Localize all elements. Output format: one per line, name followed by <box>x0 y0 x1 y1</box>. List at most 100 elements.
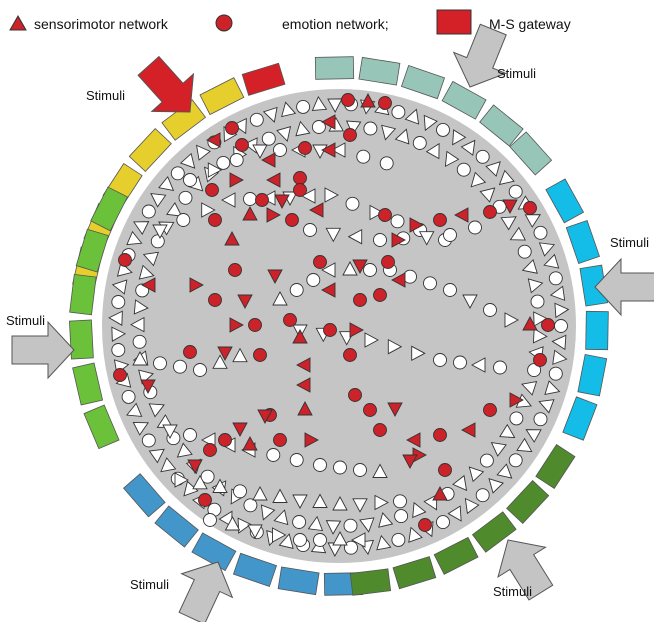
white-triangle-node <box>262 106 278 123</box>
white-circle-node <box>141 433 156 448</box>
white-triangle-node <box>183 480 199 497</box>
white-triangle-node <box>212 478 228 493</box>
green-rim-block <box>83 404 120 450</box>
white-triangle-node <box>364 332 379 348</box>
white-circle-node <box>243 498 258 513</box>
red-circle-node <box>283 313 297 327</box>
white-circle-node <box>183 173 197 187</box>
red-circle-node <box>118 253 132 267</box>
red-circle-node <box>541 318 555 332</box>
white-triangle-node <box>412 501 427 519</box>
white-triangle-node <box>504 312 519 328</box>
white-circle-node <box>453 355 467 370</box>
white-circle-node <box>273 143 287 157</box>
red-triangle-node <box>321 114 336 130</box>
white-circle-node <box>554 319 568 333</box>
white-triangle-node <box>148 448 165 464</box>
cyan-rim-block <box>545 178 585 224</box>
white-circle-node <box>393 494 407 509</box>
white-circle-node <box>293 533 307 547</box>
white-triangle-node <box>162 424 178 439</box>
white-circle-node <box>443 283 457 297</box>
white-circle-node <box>173 359 187 374</box>
white-triangle-node <box>311 95 328 112</box>
red-circle-node <box>113 368 127 382</box>
stimuli-arrow-bottom-right <box>497 539 554 601</box>
white-triangle-node <box>201 202 216 218</box>
red-circle-node <box>483 403 497 417</box>
stimuli-arrow-bottom-left <box>178 561 234 622</box>
red-circle-node <box>298 141 312 155</box>
red-circle-node <box>483 205 497 219</box>
white-triangle-node <box>381 124 397 141</box>
white-circle-node <box>548 366 563 381</box>
red-triangle-node <box>296 377 311 393</box>
stimuli-arrow-left <box>11 320 75 380</box>
white-circle-node <box>363 263 377 277</box>
white-triangle-node <box>498 169 515 186</box>
white-circle-node <box>475 149 490 164</box>
white-triangle-node <box>527 278 544 294</box>
white-triangle-node <box>272 291 288 306</box>
red-triangle-node <box>509 392 524 408</box>
white-circle-node <box>150 234 165 249</box>
white-triangle-node <box>260 504 276 521</box>
white-triangle-node <box>521 381 538 396</box>
white-triangle-node <box>221 192 236 208</box>
legend-gateway-icon <box>436 9 472 35</box>
white-triangle-node <box>462 294 478 309</box>
white-triangle-node <box>544 380 561 396</box>
stimuli-arrows <box>11 23 654 622</box>
yellow-rim-block <box>128 128 172 172</box>
white-circle-node <box>379 156 394 171</box>
red-circle-node <box>323 323 337 337</box>
white-triangle-node <box>281 101 297 118</box>
red-circle-node <box>533 353 547 367</box>
white-circle-node <box>436 122 450 137</box>
white-triangle-node <box>524 214 542 228</box>
white-triangle-node <box>325 520 342 535</box>
white-triangle-node <box>554 302 570 319</box>
red-circle-node <box>228 263 242 277</box>
white-triangle-node <box>369 204 384 221</box>
white-circle-node <box>394 509 409 524</box>
cyan-rim-block <box>577 353 608 397</box>
white-triangle-node <box>345 120 362 136</box>
red-triangle-node <box>224 231 240 246</box>
red-triangle-node <box>296 357 311 373</box>
red-triangle-node <box>206 132 221 148</box>
teal-rim-block <box>400 65 446 100</box>
white-triangle-node <box>160 457 177 473</box>
white-circle-node <box>200 469 215 484</box>
stimuli-arrow-red <box>137 55 195 113</box>
red-circle-node <box>218 433 232 447</box>
teal-rim-block <box>441 80 487 120</box>
white-circle-node <box>475 488 490 503</box>
network-nodes <box>108 93 570 557</box>
white-triangle-node <box>327 98 343 113</box>
green-rim-block <box>75 228 109 273</box>
white-circle-node <box>289 283 304 297</box>
white-triangle-node <box>166 202 183 217</box>
white-circle-node <box>233 484 247 499</box>
legend-gateway-label: M-S gateway <box>489 16 571 32</box>
white-circle-node <box>121 389 136 404</box>
legend-circle-icon <box>215 14 233 32</box>
white-triangle-node <box>347 228 363 245</box>
red-triangle-node <box>304 432 319 448</box>
white-circle-node <box>292 515 307 529</box>
red-triangle-node <box>321 282 336 298</box>
white-triangle-node <box>111 279 128 295</box>
white-triangle-node <box>195 144 211 161</box>
stimuli-label-right: Stimuli <box>610 235 649 250</box>
red-triangle-node <box>461 422 476 438</box>
red-triangle-node <box>360 93 376 108</box>
white-triangle-node <box>116 261 133 277</box>
white-triangle-node <box>411 345 426 362</box>
green-rim-block <box>69 273 97 316</box>
white-circle-node <box>353 463 367 477</box>
white-triangle-node <box>490 442 507 457</box>
legend-sensorimotor-label: sensorimotor network <box>34 16 169 32</box>
teal-rim-block <box>479 104 524 147</box>
white-triangle-node <box>543 253 560 269</box>
